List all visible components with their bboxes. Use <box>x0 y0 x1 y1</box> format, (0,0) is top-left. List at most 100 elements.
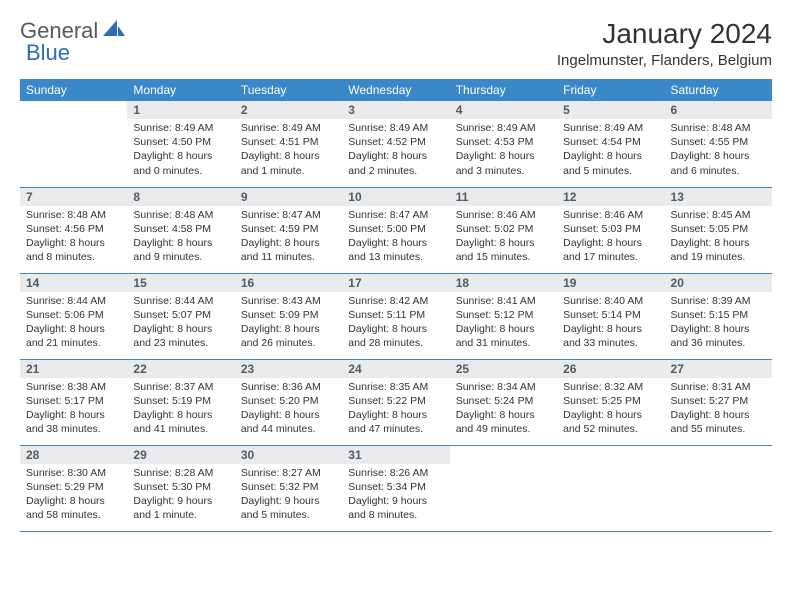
day-content: Sunrise: 8:35 AMSunset: 5:22 PMDaylight:… <box>342 378 449 441</box>
sunset-text: Sunset: 4:56 PM <box>26 222 121 236</box>
sunrise-text: Sunrise: 8:32 AM <box>563 380 658 394</box>
calendar-cell: 14Sunrise: 8:44 AMSunset: 5:06 PMDayligh… <box>20 273 127 359</box>
daylight-text: Daylight: 8 hours and 28 minutes. <box>348 322 443 350</box>
title-block: January 2024 Ingelmunster, Flanders, Bel… <box>557 18 772 69</box>
sunset-text: Sunset: 5:12 PM <box>456 308 551 322</box>
weekday-header: Wednesday <box>342 79 449 101</box>
sunrise-text: Sunrise: 8:47 AM <box>241 208 336 222</box>
day-number: 5 <box>557 101 664 119</box>
daylight-text: Daylight: 8 hours and 52 minutes. <box>563 408 658 436</box>
calendar-row: 14Sunrise: 8:44 AMSunset: 5:06 PMDayligh… <box>20 273 772 359</box>
daylight-text: Daylight: 8 hours and 49 minutes. <box>456 408 551 436</box>
daylight-text: Daylight: 8 hours and 0 minutes. <box>133 149 228 177</box>
daylight-text: Daylight: 8 hours and 17 minutes. <box>563 236 658 264</box>
daylight-text: Daylight: 8 hours and 36 minutes. <box>671 322 766 350</box>
calendar-cell: 17Sunrise: 8:42 AMSunset: 5:11 PMDayligh… <box>342 273 449 359</box>
calendar-cell <box>450 445 557 531</box>
calendar-cell: 25Sunrise: 8:34 AMSunset: 5:24 PMDayligh… <box>450 359 557 445</box>
calendar-cell: 11Sunrise: 8:46 AMSunset: 5:02 PMDayligh… <box>450 187 557 273</box>
weekday-header-row: Sunday Monday Tuesday Wednesday Thursday… <box>20 79 772 101</box>
day-content: Sunrise: 8:26 AMSunset: 5:34 PMDaylight:… <box>342 464 449 527</box>
calendar-cell <box>665 445 772 531</box>
weekday-header: Friday <box>557 79 664 101</box>
daylight-text: Daylight: 9 hours and 8 minutes. <box>348 494 443 522</box>
day-content: Sunrise: 8:49 AMSunset: 4:51 PMDaylight:… <box>235 119 342 182</box>
day-number: 1 <box>127 101 234 119</box>
daylight-text: Daylight: 8 hours and 9 minutes. <box>133 236 228 264</box>
day-content: Sunrise: 8:46 AMSunset: 5:02 PMDaylight:… <box>450 206 557 269</box>
sunset-text: Sunset: 5:19 PM <box>133 394 228 408</box>
calendar-cell: 9Sunrise: 8:47 AMSunset: 4:59 PMDaylight… <box>235 187 342 273</box>
sunset-text: Sunset: 5:06 PM <box>26 308 121 322</box>
sunset-text: Sunset: 5:03 PM <box>563 222 658 236</box>
sunset-text: Sunset: 4:53 PM <box>456 135 551 149</box>
sunrise-text: Sunrise: 8:49 AM <box>241 121 336 135</box>
calendar-cell: 15Sunrise: 8:44 AMSunset: 5:07 PMDayligh… <box>127 273 234 359</box>
sunrise-text: Sunrise: 8:36 AM <box>241 380 336 394</box>
day-number: 20 <box>665 274 772 292</box>
sunset-text: Sunset: 5:20 PM <box>241 394 336 408</box>
daylight-text: Daylight: 8 hours and 6 minutes. <box>671 149 766 177</box>
logo-text-blue: Blue <box>26 40 70 65</box>
daylight-text: Daylight: 8 hours and 3 minutes. <box>456 149 551 177</box>
daylight-text: Daylight: 8 hours and 55 minutes. <box>671 408 766 436</box>
sunrise-text: Sunrise: 8:49 AM <box>133 121 228 135</box>
sunset-text: Sunset: 5:29 PM <box>26 480 121 494</box>
sunset-text: Sunset: 5:30 PM <box>133 480 228 494</box>
daylight-text: Daylight: 8 hours and 26 minutes. <box>241 322 336 350</box>
sunset-text: Sunset: 5:32 PM <box>241 480 336 494</box>
day-content: Sunrise: 8:46 AMSunset: 5:03 PMDaylight:… <box>557 206 664 269</box>
daylight-text: Daylight: 8 hours and 31 minutes. <box>456 322 551 350</box>
day-content: Sunrise: 8:49 AMSunset: 4:50 PMDaylight:… <box>127 119 234 182</box>
calendar-cell: 10Sunrise: 8:47 AMSunset: 5:00 PMDayligh… <box>342 187 449 273</box>
daylight-text: Daylight: 8 hours and 44 minutes. <box>241 408 336 436</box>
calendar-cell: 31Sunrise: 8:26 AMSunset: 5:34 PMDayligh… <box>342 445 449 531</box>
calendar-cell: 24Sunrise: 8:35 AMSunset: 5:22 PMDayligh… <box>342 359 449 445</box>
day-number: 16 <box>235 274 342 292</box>
sunset-text: Sunset: 5:25 PM <box>563 394 658 408</box>
day-content: Sunrise: 8:48 AMSunset: 4:55 PMDaylight:… <box>665 119 772 182</box>
day-content: Sunrise: 8:27 AMSunset: 5:32 PMDaylight:… <box>235 464 342 527</box>
sunrise-text: Sunrise: 8:41 AM <box>456 294 551 308</box>
sunrise-text: Sunrise: 8:46 AM <box>456 208 551 222</box>
day-number: 26 <box>557 360 664 378</box>
day-content: Sunrise: 8:45 AMSunset: 5:05 PMDaylight:… <box>665 206 772 269</box>
day-number: 2 <box>235 101 342 119</box>
sunset-text: Sunset: 4:52 PM <box>348 135 443 149</box>
sunrise-text: Sunrise: 8:28 AM <box>133 466 228 480</box>
calendar-cell: 6Sunrise: 8:48 AMSunset: 4:55 PMDaylight… <box>665 101 772 187</box>
day-number: 6 <box>665 101 772 119</box>
calendar-cell: 27Sunrise: 8:31 AMSunset: 5:27 PMDayligh… <box>665 359 772 445</box>
daylight-text: Daylight: 8 hours and 15 minutes. <box>456 236 551 264</box>
daylight-text: Daylight: 8 hours and 21 minutes. <box>26 322 121 350</box>
calendar-cell: 4Sunrise: 8:49 AMSunset: 4:53 PMDaylight… <box>450 101 557 187</box>
calendar-row: 1Sunrise: 8:49 AMSunset: 4:50 PMDaylight… <box>20 101 772 187</box>
day-content: Sunrise: 8:40 AMSunset: 5:14 PMDaylight:… <box>557 292 664 355</box>
calendar-cell: 2Sunrise: 8:49 AMSunset: 4:51 PMDaylight… <box>235 101 342 187</box>
sunset-text: Sunset: 5:22 PM <box>348 394 443 408</box>
location: Ingelmunster, Flanders, Belgium <box>557 52 772 69</box>
day-number: 10 <box>342 188 449 206</box>
day-content: Sunrise: 8:36 AMSunset: 5:20 PMDaylight:… <box>235 378 342 441</box>
day-number: 3 <box>342 101 449 119</box>
day-content: Sunrise: 8:49 AMSunset: 4:54 PMDaylight:… <box>557 119 664 182</box>
day-content: Sunrise: 8:49 AMSunset: 4:52 PMDaylight:… <box>342 119 449 182</box>
day-number: 17 <box>342 274 449 292</box>
day-content: Sunrise: 8:47 AMSunset: 5:00 PMDaylight:… <box>342 206 449 269</box>
sunrise-text: Sunrise: 8:42 AM <box>348 294 443 308</box>
day-number: 15 <box>127 274 234 292</box>
day-number: 28 <box>20 446 127 464</box>
sunset-text: Sunset: 4:59 PM <box>241 222 336 236</box>
sunrise-text: Sunrise: 8:46 AM <box>563 208 658 222</box>
sunrise-text: Sunrise: 8:40 AM <box>563 294 658 308</box>
day-content: Sunrise: 8:28 AMSunset: 5:30 PMDaylight:… <box>127 464 234 527</box>
month-title: January 2024 <box>557 18 772 50</box>
daylight-text: Daylight: 8 hours and 13 minutes. <box>348 236 443 264</box>
calendar-cell: 5Sunrise: 8:49 AMSunset: 4:54 PMDaylight… <box>557 101 664 187</box>
sunrise-text: Sunrise: 8:30 AM <box>26 466 121 480</box>
daylight-text: Daylight: 9 hours and 5 minutes. <box>241 494 336 522</box>
calendar-cell: 16Sunrise: 8:43 AMSunset: 5:09 PMDayligh… <box>235 273 342 359</box>
sunset-text: Sunset: 5:34 PM <box>348 480 443 494</box>
daylight-text: Daylight: 8 hours and 19 minutes. <box>671 236 766 264</box>
weekday-header: Sunday <box>20 79 127 101</box>
